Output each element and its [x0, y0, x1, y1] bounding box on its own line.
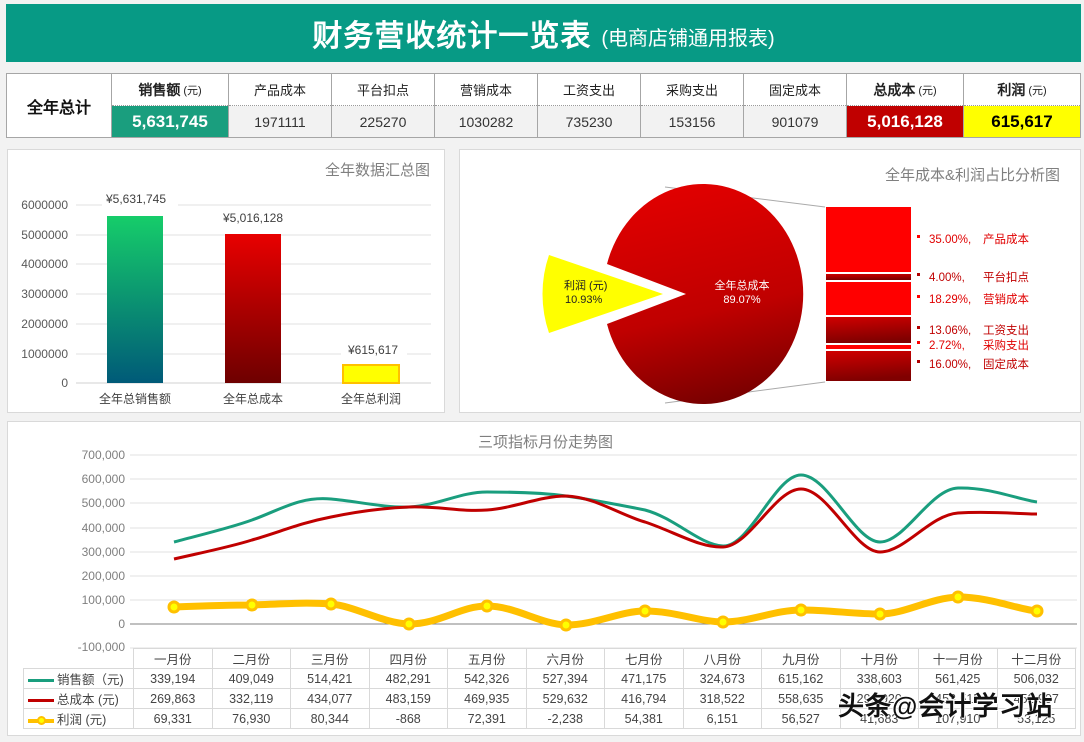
product-cost-cell[interactable]: 1971111 [229, 106, 331, 137]
svg-text:全年总成本: 全年总成本 [223, 391, 283, 406]
breakdown-marketing [826, 282, 911, 315]
svg-text:1000000: 1000000 [21, 347, 68, 361]
watermark-text: 头条@会计学习站 [838, 691, 1054, 721]
svg-text:6000000: 6000000 [21, 198, 68, 212]
summary-row-label: 全年总计 [7, 74, 112, 137]
marketing-cost-cell[interactable]: 1030282 [435, 106, 537, 137]
trend-data-table: 一月份 二月份 三月份 四月份 五月份 六月份 七月份 八月份 九月份 十月份 … [23, 648, 1076, 729]
table-row-sales: 销售额（元) 339,194 409,049 514,421 482,291 5… [23, 668, 1076, 689]
legend-line-icon [28, 699, 54, 703]
chart-title: 全年成本&利润占比分析图 [884, 167, 1060, 184]
title-banner: 财务营收统计一览表 (电商店铺通用报表) [6, 4, 1081, 62]
pie-chart-plot: 全年总成本 89.07% 利润 (元) 10.93% 35.00%, 产品成本 4… [542, 183, 1029, 404]
breakdown-purchase [826, 345, 911, 349]
summary-col-profit: 利润 (元) 615,617 [964, 74, 1080, 137]
svg-text:13.06%,: 13.06%, [929, 325, 971, 337]
svg-text:18.29%,: 18.29%, [929, 294, 971, 306]
cost-profit-pie-chart[interactable]: 全年成本&利润占比分析图 全年总成本 89.07% 利润 (元) 10.93% … [459, 149, 1081, 413]
legend-marker-line-icon [28, 715, 54, 725]
fixed-cost-cell[interactable]: 901079 [744, 106, 846, 137]
summary-col-purchase: 采购支出 153156 [641, 74, 744, 137]
breakdown-platform-fee [826, 274, 911, 280]
breakdown-fixed-cost [826, 351, 911, 381]
page-title: 财务营收统计一览表 [312, 20, 592, 53]
col-label: 固定成本 [744, 74, 846, 106]
svg-text:2000000: 2000000 [21, 317, 68, 331]
svg-text:16.00%,: 16.00%, [929, 359, 971, 371]
svg-text:全年总销售额: 全年总销售额 [99, 391, 171, 406]
col-unit: (元) [1028, 84, 1047, 97]
bar-total-cost [225, 234, 281, 383]
svg-text:5000000: 5000000 [21, 228, 68, 242]
col-unit: (元) [183, 84, 202, 97]
svg-text:10.93%: 10.93% [565, 294, 603, 306]
col-unit: (元) [918, 84, 937, 97]
summary-col-platform-fee: 平台扣点 225270 [332, 74, 435, 137]
breakdown-salary [826, 317, 911, 343]
svg-text:35.00%,: 35.00%, [929, 234, 971, 246]
svg-text:89.07%: 89.07% [723, 294, 761, 306]
bar-profit [342, 364, 400, 384]
sales-total-cell[interactable]: 5,631,745 [112, 106, 228, 137]
summary-col-total-cost: 总成本 (元) 5,016,128 [847, 74, 964, 137]
col-label: 总成本 [873, 81, 916, 98]
svg-text:营销成本: 营销成本 [983, 292, 1029, 306]
chart-title: 全年数据汇总图 [324, 162, 430, 179]
svg-text:¥5,631,745: ¥5,631,745 [105, 192, 166, 206]
chart-title: 三项指标月份走势图 [478, 434, 614, 451]
summary-col-fixed-cost: 固定成本 901079 [744, 74, 847, 137]
svg-text:4000000: 4000000 [21, 257, 68, 271]
legend-line-icon [28, 679, 54, 683]
col-label: 工资支出 [538, 74, 640, 106]
svg-text:3000000: 3000000 [21, 287, 68, 301]
salary-cell[interactable]: 735230 [538, 106, 640, 137]
table-header-row: 一月份 二月份 三月份 四月份 五月份 六月份 七月份 八月份 九月份 十月份 … [23, 648, 1076, 669]
svg-text:采购支出: 采购支出 [983, 338, 1029, 352]
summary-col-sales: 销售额 (元) 5,631,745 [112, 74, 229, 137]
svg-text:¥5,016,128: ¥5,016,128 [222, 211, 283, 225]
table-row-profit: 利润 (元) 69,331 76,930 80,344 -868 72,391 … [23, 708, 1076, 729]
svg-text:4.00%,: 4.00%, [929, 272, 965, 284]
pie-slice-total-cost [607, 183, 804, 404]
svg-text:产品成本: 产品成本 [983, 232, 1029, 246]
page-subtitle: (电商店铺通用报表) [601, 27, 775, 50]
summary-col-product-cost: 产品成本 1971111 [229, 74, 332, 137]
profit-cell[interactable]: 615,617 [964, 106, 1080, 137]
svg-text:平台扣点: 平台扣点 [983, 270, 1029, 284]
col-label: 平台扣点 [332, 74, 434, 106]
svg-text:固定成本: 固定成本 [983, 357, 1029, 371]
purchase-cell[interactable]: 153156 [641, 106, 743, 137]
total-cost-cell[interactable]: 5,016,128 [847, 106, 963, 137]
annual-summary-bar-chart[interactable]: 全年数据汇总图 0 1000000 2000000 3000000 400000… [7, 149, 445, 413]
svg-text:0: 0 [61, 376, 68, 390]
svg-text:¥615,617: ¥615,617 [347, 343, 398, 357]
summary-col-salary: 工资支出 735230 [538, 74, 641, 137]
svg-text:2.72%,: 2.72%, [929, 340, 965, 352]
svg-text:利润 (元): 利润 (元) [564, 278, 607, 292]
col-label: 销售额 [138, 81, 181, 98]
col-label: 营销成本 [435, 74, 537, 106]
svg-text:工资支出: 工资支出 [983, 323, 1029, 337]
col-label: 采购支出 [641, 74, 743, 106]
bar-chart-plot: 0 1000000 2000000 3000000 4000000 500000… [21, 190, 431, 406]
svg-text:全年总利润: 全年总利润 [341, 391, 401, 406]
col-label: 利润 [997, 81, 1026, 98]
platform-fee-cell[interactable]: 225270 [332, 106, 434, 137]
col-label: 产品成本 [229, 74, 331, 106]
breakdown-product-cost [826, 207, 911, 272]
summary-col-marketing-cost: 营销成本 1030282 [435, 74, 538, 137]
svg-text:全年总成本: 全年总成本 [715, 278, 770, 292]
pie-slice-profit [542, 255, 663, 333]
bar-sales [107, 216, 163, 383]
annual-summary-table: 全年总计 销售额 (元) 5,631,745 产品成本 1971111 平台扣点 … [6, 73, 1081, 138]
